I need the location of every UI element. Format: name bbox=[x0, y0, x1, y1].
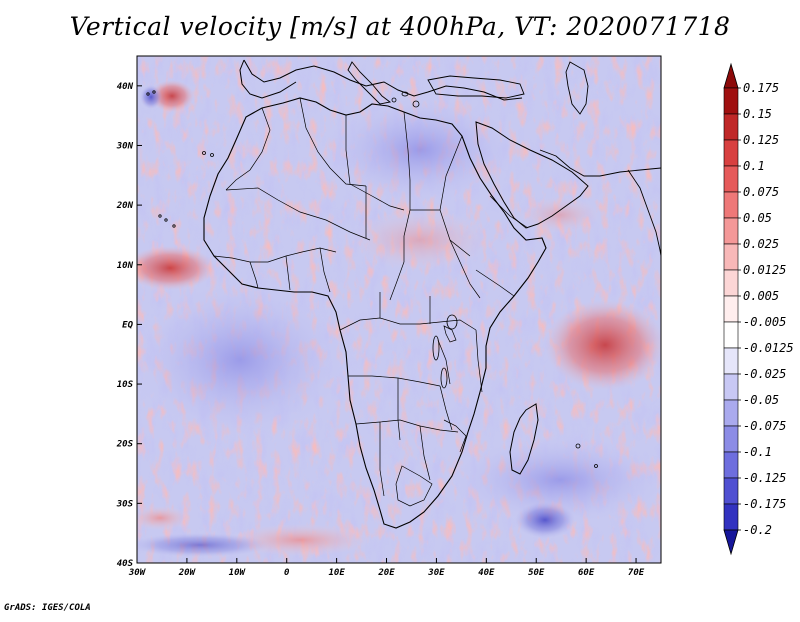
lat-tick-label: EQ bbox=[122, 320, 133, 330]
colorbar-swatch bbox=[723, 139, 739, 167]
lat-tick-label: 10N bbox=[117, 261, 134, 271]
colorbar-label: 0.005 bbox=[743, 289, 779, 303]
lat-tick-label: 30N bbox=[116, 141, 134, 151]
lon-tick-label: 20E bbox=[377, 568, 395, 578]
colorbar-label: -0.025 bbox=[743, 367, 786, 381]
colorbar-label: -0.2 bbox=[743, 523, 772, 537]
country-borders bbox=[213, 97, 529, 507]
descent-region-south-indian bbox=[450, 435, 661, 525]
colorbar-label: 0.15 bbox=[743, 107, 772, 121]
colorbar-label: -0.075 bbox=[743, 419, 786, 433]
colorbar-label: -0.005 bbox=[743, 315, 786, 329]
lon-tick-label: 30W bbox=[128, 568, 147, 578]
lon-tick-label: 60E bbox=[578, 568, 595, 578]
lon-tick-label: 10E bbox=[328, 568, 345, 578]
italy-coastline bbox=[347, 61, 392, 105]
india-coastline bbox=[627, 169, 661, 257]
latitude-ticks: 40N 30N 20N 10N EQ 10S 20S 30S 40S bbox=[116, 82, 142, 569]
descent-band-south-west bbox=[137, 533, 270, 557]
arabia-coastline bbox=[475, 121, 589, 229]
lat-tick-label: 40N bbox=[117, 82, 134, 92]
ascent-region-sahel bbox=[350, 210, 490, 270]
colorbar-top-arrow bbox=[723, 62, 739, 89]
colorbar-swatch bbox=[723, 373, 739, 401]
footer-credit: GrADS: IGES/COLA bbox=[4, 603, 91, 613]
colorbar-label: 0.125 bbox=[743, 133, 779, 147]
colorbar-label: -0.0125 bbox=[743, 341, 794, 355]
colorbar-label: -0.175 bbox=[743, 497, 786, 511]
velocity-field bbox=[137, 56, 661, 563]
colorbar-swatch bbox=[723, 243, 739, 271]
madagascar-coastline bbox=[509, 403, 539, 475]
colorbar-swatch bbox=[723, 295, 739, 323]
lat-tick-label: 40S bbox=[117, 559, 134, 569]
lon-tick-label: 70E bbox=[628, 568, 645, 578]
colorbar-label: 0.025 bbox=[743, 237, 779, 251]
lakes-and-islands bbox=[146, 90, 598, 468]
colorbar-swatch bbox=[723, 321, 739, 349]
map-frame bbox=[136, 55, 662, 564]
lon-tick-label: 20W bbox=[178, 568, 197, 578]
colorbar-swatch bbox=[723, 503, 739, 531]
colorbar-swatch bbox=[723, 165, 739, 193]
colorbar-label: -0.1 bbox=[743, 445, 772, 459]
africa-coastline bbox=[203, 97, 547, 529]
colorbar-swatch bbox=[723, 399, 739, 427]
ascent-region-indian-ocean bbox=[545, 300, 661, 390]
descent-region-south-atlantic bbox=[137, 280, 350, 440]
descent-cell-north-atlantic bbox=[140, 85, 162, 109]
colorbar-swatch bbox=[723, 269, 739, 297]
descent-region-sahara bbox=[320, 95, 520, 205]
longitude-ticks: 30W 20W 10W 0 10E 20E 30E 40E 50E 60E 70E bbox=[128, 558, 645, 578]
colorbar-swatch bbox=[723, 191, 739, 219]
colorbar-swatch bbox=[723, 451, 739, 479]
turkey-coastline bbox=[427, 75, 525, 99]
colorbar-label: 0.075 bbox=[743, 185, 779, 199]
iberia-coastline bbox=[239, 59, 297, 99]
colorbar-bottom-arrow bbox=[723, 529, 739, 556]
colorbar-label: 0.05 bbox=[743, 211, 772, 225]
colorbar-label: 0.0125 bbox=[743, 263, 786, 277]
lon-tick-label: 30E bbox=[427, 568, 445, 578]
europe-coastline bbox=[243, 59, 523, 101]
colorbar-swatch bbox=[723, 113, 739, 141]
lat-tick-label: 20N bbox=[116, 201, 134, 211]
lon-tick-label: 40E bbox=[478, 568, 495, 578]
caspian-coastline bbox=[565, 61, 589, 115]
lon-tick-label: 50E bbox=[528, 568, 545, 578]
ascent-region-west-africa-coast bbox=[137, 246, 215, 290]
ascent-region-arabian-sea bbox=[520, 197, 600, 233]
colorbar-label: -0.05 bbox=[743, 393, 779, 407]
lon-tick-label: 0 bbox=[284, 568, 290, 578]
lat-tick-label: 30S bbox=[116, 499, 134, 509]
colorbar-swatch bbox=[723, 87, 739, 115]
ascent-region-north-atlantic bbox=[150, 80, 194, 112]
colorbar-swatch bbox=[723, 347, 739, 375]
descent-cell-south-east bbox=[515, 502, 575, 538]
lon-tick-label: 10W bbox=[229, 568, 247, 578]
colorbar: 0.175 0.15 0.125 0.1 0.075 0.05 0.025 0.0125 0.0… bbox=[723, 62, 794, 556]
colorbar-swatch bbox=[723, 477, 739, 505]
lat-tick-label: 20S bbox=[116, 440, 134, 450]
colorbar-swatch bbox=[723, 425, 739, 453]
colorbar-swatch bbox=[723, 217, 739, 245]
persian-gulf-coastline bbox=[539, 149, 661, 177]
lat-tick-label: 10S bbox=[117, 380, 134, 390]
colorbar-label: 0.175 bbox=[743, 81, 779, 95]
colorbar-label: 0.1 bbox=[743, 159, 765, 173]
chart-title: Vertical velocity [m/s] at 400hPa, VT: 2… bbox=[69, 12, 731, 41]
colorbar-label: -0.125 bbox=[743, 471, 786, 485]
ascent-region-south-west bbox=[137, 506, 190, 530]
